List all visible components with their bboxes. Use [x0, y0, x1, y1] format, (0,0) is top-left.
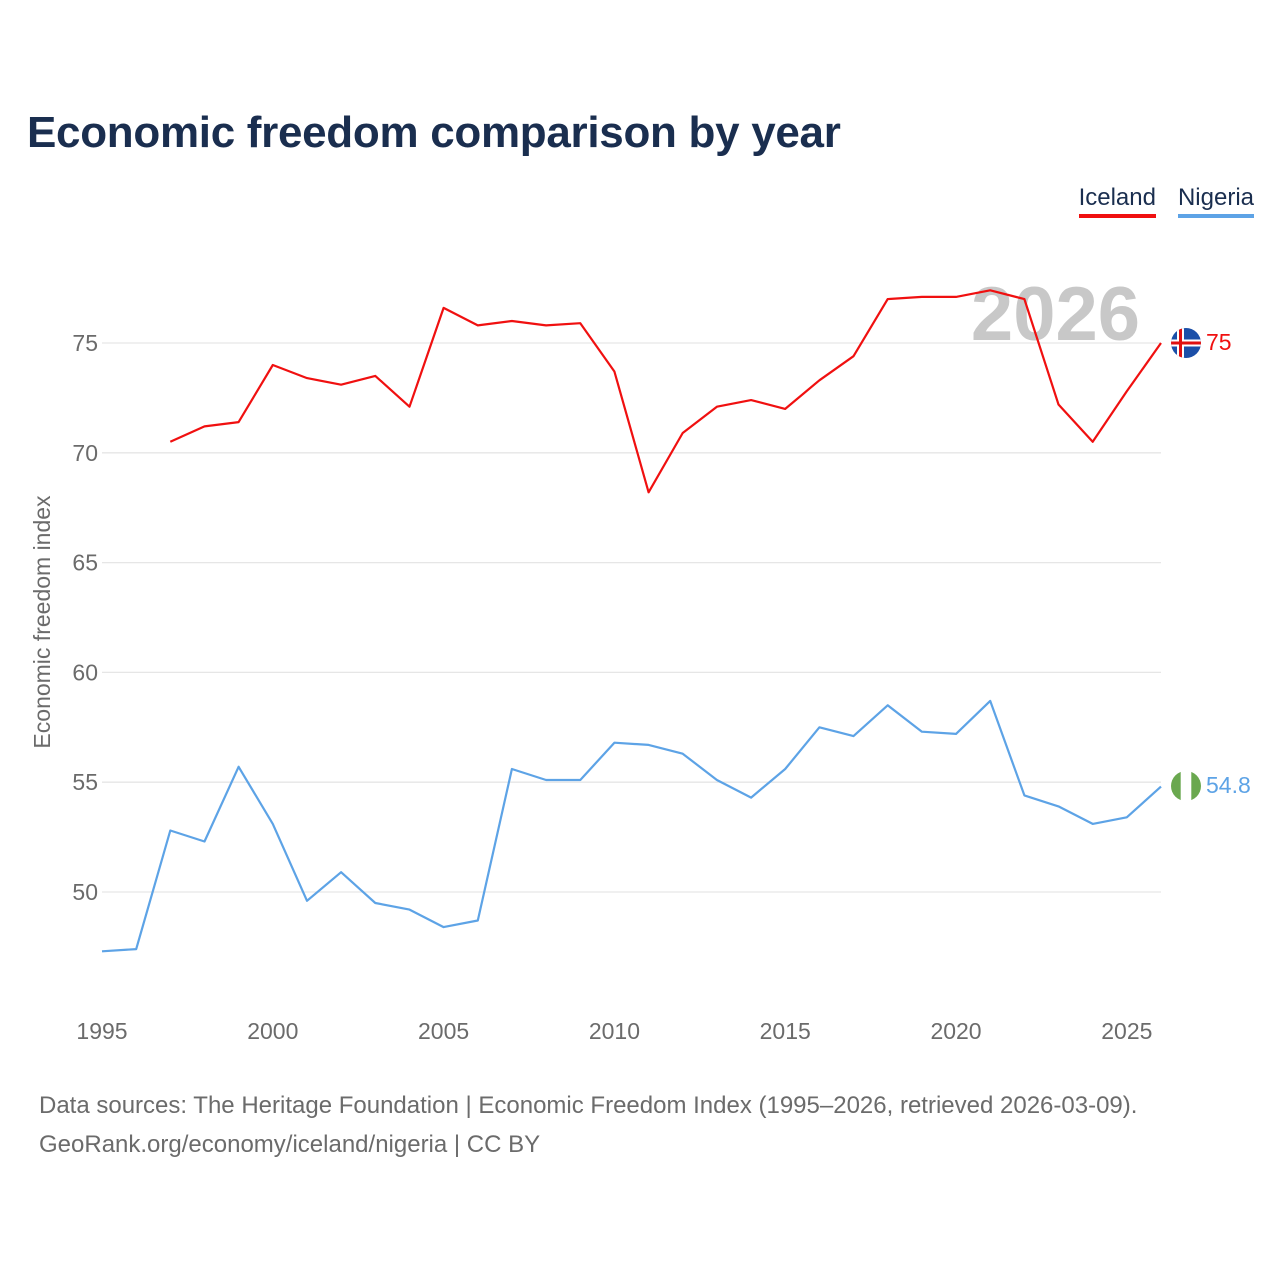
data-point-nigeria-2011[interactable]	[646, 742, 652, 748]
data-point-nigeria-2009[interactable]	[577, 777, 583, 783]
y-tick-label-70: 70	[72, 440, 98, 466]
data-point-iceland-2015[interactable]	[782, 406, 788, 412]
data-point-iceland-2006[interactable]	[475, 322, 481, 328]
nigeria-end-label: 54.8	[1206, 772, 1251, 798]
data-point-nigeria-2003[interactable]	[372, 900, 378, 906]
data-point-nigeria-2000[interactable]	[270, 821, 276, 827]
iceland-end-label: 75	[1206, 329, 1232, 355]
data-point-nigeria-2002[interactable]	[338, 869, 344, 875]
data-point-nigeria-2005[interactable]	[441, 924, 447, 930]
data-point-iceland-2022[interactable]	[1021, 296, 1027, 302]
y-tick-label-75: 75	[72, 330, 98, 356]
data-point-iceland-2009[interactable]	[577, 320, 583, 326]
data-point-iceland-2026[interactable]	[1158, 340, 1164, 346]
series-lines	[101, 289, 1162, 953]
data-point-nigeria-2014[interactable]	[748, 795, 754, 801]
x-tick-label-2025: 2025	[1101, 1018, 1152, 1044]
data-point-nigeria-2006[interactable]	[475, 918, 481, 924]
data-point-iceland-2021[interactable]	[987, 287, 993, 293]
data-point-iceland-2019[interactable]	[919, 294, 925, 300]
legend-item-iceland[interactable]: Iceland	[1078, 184, 1156, 218]
y-axis-ticks: 50 55 60 65 70 75	[72, 330, 98, 905]
chart-title: Economic freedom comparison by year	[27, 108, 841, 157]
data-point-nigeria-1996[interactable]	[133, 946, 139, 952]
data-point-nigeria-2022[interactable]	[1021, 792, 1027, 798]
data-point-nigeria-2010[interactable]	[611, 740, 617, 746]
data-point-nigeria-2015[interactable]	[782, 766, 788, 772]
data-point-nigeria-2024[interactable]	[1090, 821, 1096, 827]
legend-item-nigeria[interactable]: Nigeria	[1177, 184, 1254, 218]
x-tick-label-1995: 1995	[76, 1018, 127, 1044]
data-point-iceland-1997[interactable]	[167, 439, 173, 445]
x-tick-label-2015: 2015	[760, 1018, 811, 1044]
x-tick-label-2010: 2010	[589, 1018, 640, 1044]
data-point-nigeria-2004[interactable]	[406, 907, 412, 913]
data-point-nigeria-2023[interactable]	[1056, 803, 1062, 809]
data-point-iceland-2005[interactable]	[441, 305, 447, 311]
footer: Data sources: The Heritage Foundation | …	[39, 1086, 1137, 1164]
data-point-nigeria-2021[interactable]	[987, 698, 993, 704]
footer-sources: Data sources: The Heritage Foundation | …	[39, 1092, 1138, 1119]
y-tick-label-60: 60	[72, 659, 98, 685]
data-point-iceland-2000[interactable]	[270, 362, 276, 368]
iceland-flag-icon	[1171, 328, 1201, 358]
y-tick-label-50: 50	[72, 879, 98, 905]
data-point-iceland-2010[interactable]	[611, 369, 617, 375]
data-point-nigeria-2008[interactable]	[543, 777, 549, 783]
data-point-nigeria-2013[interactable]	[714, 777, 720, 783]
x-tick-label-2005: 2005	[418, 1018, 469, 1044]
data-point-nigeria-2025[interactable]	[1124, 814, 1130, 820]
data-point-iceland-2002[interactable]	[338, 382, 344, 388]
data-point-nigeria-2026[interactable]	[1158, 784, 1164, 790]
data-point-iceland-2023[interactable]	[1056, 401, 1062, 407]
x-tick-label-2000: 2000	[247, 1018, 298, 1044]
data-point-nigeria-1998[interactable]	[201, 838, 207, 844]
data-point-iceland-2011[interactable]	[646, 489, 652, 495]
nigeria-flag-icon	[1171, 771, 1201, 801]
legend: Iceland Nigeria	[1078, 184, 1254, 218]
line-chart: 2026 50 55 60 65 70 75 1995 2000 2005 2010 2015 20…	[29, 272, 1251, 1044]
data-point-nigeria-2019[interactable]	[919, 729, 925, 735]
data-point-iceland-2008[interactable]	[543, 322, 549, 328]
data-point-iceland-2007[interactable]	[509, 318, 515, 324]
y-axis-label: Economic freedom index	[29, 495, 55, 749]
series-line-nigeria	[101, 699, 1162, 953]
series-line-iceland	[169, 289, 1162, 494]
data-point-iceland-2024[interactable]	[1090, 439, 1096, 445]
data-point-nigeria-2017[interactable]	[851, 733, 857, 739]
data-point-iceland-2004[interactable]	[406, 404, 412, 410]
data-point-iceland-2018[interactable]	[885, 296, 891, 302]
x-tick-label-2020: 2020	[930, 1018, 981, 1044]
data-point-nigeria-2020[interactable]	[953, 731, 959, 737]
footer-link[interactable]: GeoRank.org/economy/iceland/nigeria | CC…	[39, 1131, 541, 1158]
y-tick-label-55: 55	[72, 769, 98, 795]
x-axis-ticks: 1995 2000 2005 2010 2015 2020 2025	[76, 1018, 1152, 1044]
data-point-iceland-2016[interactable]	[816, 377, 822, 383]
data-point-iceland-2020[interactable]	[953, 294, 959, 300]
data-point-iceland-2014[interactable]	[748, 397, 754, 403]
y-tick-label-65: 65	[72, 550, 98, 576]
data-point-nigeria-1999[interactable]	[236, 764, 242, 770]
data-point-nigeria-1997[interactable]	[167, 828, 173, 834]
data-point-iceland-1998[interactable]	[201, 423, 207, 429]
data-point-iceland-2012[interactable]	[680, 430, 686, 436]
data-point-iceland-2003[interactable]	[372, 373, 378, 379]
year-watermark: 2026	[971, 272, 1140, 357]
grid-lines	[102, 342, 1161, 893]
data-point-iceland-2017[interactable]	[851, 353, 857, 359]
data-point-iceland-2001[interactable]	[304, 375, 310, 381]
data-point-iceland-1999[interactable]	[236, 419, 242, 425]
data-point-nigeria-2001[interactable]	[304, 898, 310, 904]
data-point-nigeria-2012[interactable]	[680, 751, 686, 757]
data-point-nigeria-2016[interactable]	[816, 724, 822, 730]
data-point-nigeria-2007[interactable]	[509, 766, 515, 772]
data-point-nigeria-1995[interactable]	[99, 948, 105, 954]
data-point-nigeria-2018[interactable]	[885, 702, 891, 708]
data-point-iceland-2013[interactable]	[714, 404, 720, 410]
data-point-iceland-2025[interactable]	[1124, 388, 1130, 394]
